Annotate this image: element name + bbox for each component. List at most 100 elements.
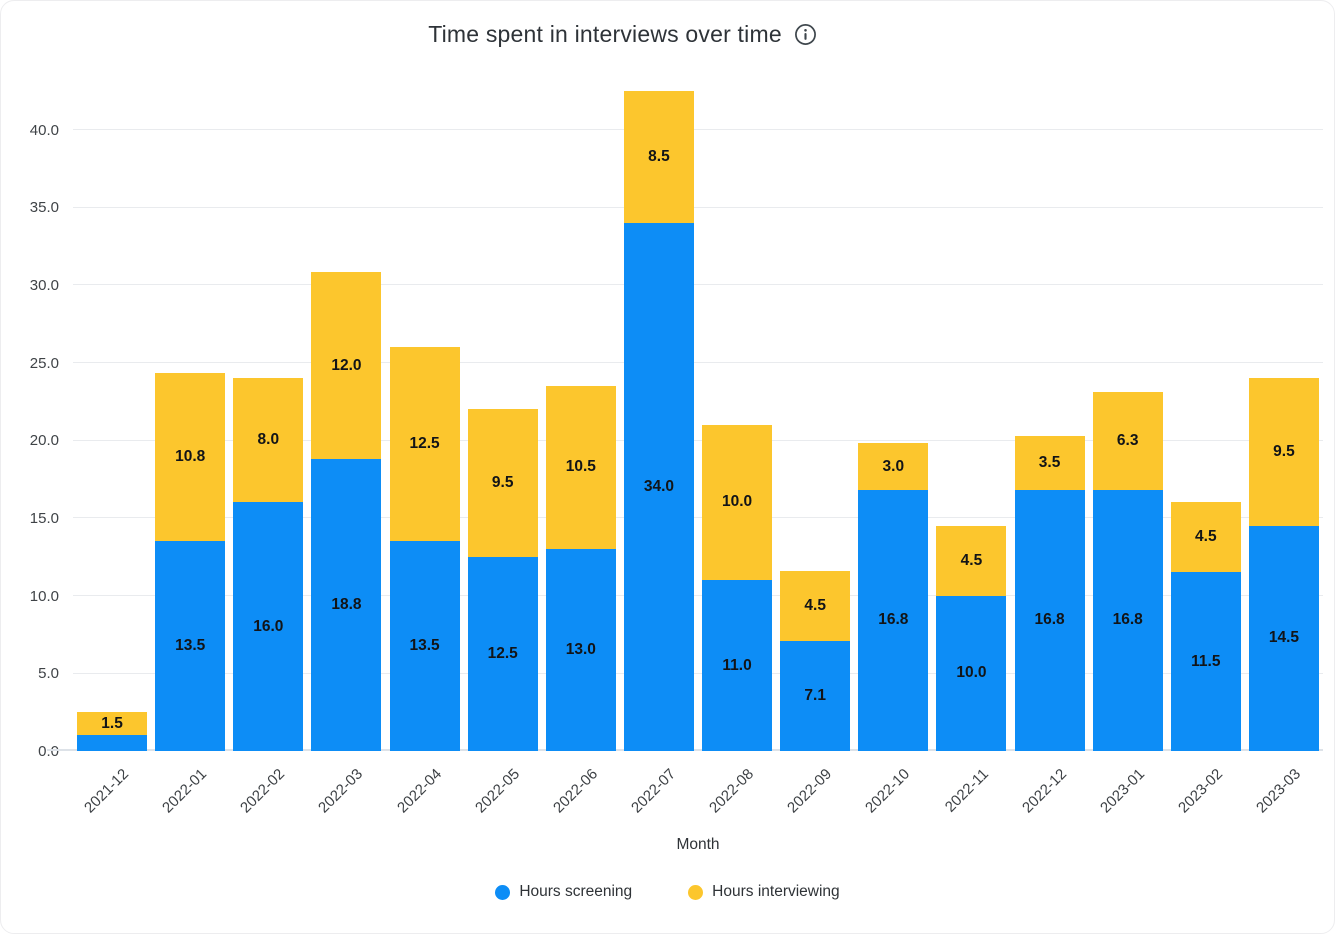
bar-segment-2021-12-hours-interviewing[interactable]: 1.5 — [77, 712, 148, 736]
bar-segment-2022-06-hours-interviewing[interactable]: 10.5 — [545, 385, 616, 550]
bar-value-label: 8.5 — [648, 147, 670, 165]
bar-value-label: 11.5 — [1191, 652, 1221, 670]
bar-value-label: 9.5 — [1273, 442, 1295, 460]
bar-segment-2022-05-hours-interviewing[interactable]: 9.5 — [467, 409, 538, 557]
bar-segment-2023-03-hours-screening[interactable]: 14.5 — [1248, 525, 1319, 751]
legend-item-screening[interactable]: Hours screening — [495, 883, 632, 901]
x-tick-label-2022-10: 2022-10 — [862, 765, 914, 817]
y-tick-label: 15.0 — [29, 509, 59, 527]
bar-segment-2022-11-hours-interviewing[interactable]: 4.5 — [936, 525, 1007, 596]
bar-segment-2022-11-hours-screening[interactable]: 10.0 — [936, 595, 1007, 751]
stacked-bar-2023-03: 14.5 9.5 — [1248, 378, 1319, 751]
x-tick-label-2022-06: 2022-06 — [549, 765, 601, 817]
bar-segment-2022-05-hours-screening[interactable]: 12.5 — [467, 556, 538, 751]
bar-slot-2022-05: 12.5 9.5 — [464, 409, 542, 751]
bar-segment-2023-02-hours-screening[interactable]: 11.5 — [1170, 572, 1241, 751]
bar-value-label: 13.0 — [565, 641, 596, 658]
bar-segment-2022-02-hours-interviewing[interactable]: 8.0 — [233, 378, 304, 503]
bar-value-label: 16.8 — [1112, 611, 1143, 629]
x-tick-label-2022-07: 2022-07 — [627, 765, 679, 817]
legend-item-interviewing[interactable]: Hours interviewing — [688, 883, 840, 901]
bar-slot-2022-04: 13.5 12.5 — [386, 347, 464, 751]
bar-slot-2022-03: 18.8 12.0 — [307, 272, 385, 751]
bar-segment-2022-10-hours-interviewing[interactable]: 3.0 — [858, 443, 929, 490]
bar-segment-2022-03-hours-interviewing[interactable]: 12.0 — [311, 272, 382, 459]
stacked-bar-2022-05: 12.5 9.5 — [467, 409, 538, 751]
info-circle-icon[interactable] — [794, 23, 817, 46]
bar-value-label: 16.8 — [878, 611, 909, 629]
stacked-bar-2023-02: 11.5 4.5 — [1170, 502, 1241, 751]
bar-value-label: 4.5 — [1195, 528, 1217, 546]
x-tick-label-2022-08: 2022-08 — [706, 765, 758, 817]
stacked-bar-2022-12: 16.8 3.5 — [1014, 435, 1085, 751]
bar-segment-2022-08-hours-interviewing[interactable]: 10.0 — [702, 424, 773, 581]
bar-value-label: 34.0 — [643, 477, 675, 495]
bar-segment-2022-04-hours-interviewing[interactable]: 12.5 — [389, 347, 460, 542]
bar-segment-2022-12-hours-screening[interactable]: 16.8 — [1014, 489, 1085, 751]
bar-segment-2022-03-hours-screening[interactable]: 18.8 — [311, 458, 382, 751]
bar-segment-2022-10-hours-screening[interactable]: 16.8 — [858, 489, 929, 751]
y-tick-label: 5.0 — [38, 665, 59, 683]
bar-segment-2023-01-hours-screening[interactable]: 16.8 — [1092, 489, 1163, 751]
bar-segment-2022-12-hours-interviewing[interactable]: 3.5 — [1014, 435, 1085, 490]
gridline — [73, 284, 1323, 286]
bar-value-label: 10.5 — [565, 458, 596, 476]
stacked-bar-2022-09: 7.1 4.5 — [780, 570, 851, 751]
plot-area: 1.5 13.5 10.8 16.0 8.0 18.8 12.0 13.5 12.5 12.5 9.… — [47, 86, 1323, 751]
bar-segment-2022-08-hours-screening[interactable]: 11.0 — [702, 580, 773, 751]
gridline — [73, 595, 1323, 597]
x-tick-label-2022-01: 2022-01 — [159, 765, 211, 817]
y-tick-label: 0.0 — [38, 743, 59, 760]
bar-segment-2022-09-hours-screening[interactable]: 7.1 — [780, 640, 851, 751]
bar-slot-2022-06: 13.0 10.5 — [542, 385, 620, 751]
bar-segment-2022-01-hours-screening[interactable]: 13.5 — [155, 541, 226, 751]
stacked-bar-2022-10: 16.8 3.0 — [858, 443, 929, 751]
bar-segment-2022-07-hours-screening[interactable]: 34.0 — [623, 222, 694, 751]
stacked-bar-2021-12: 1.5 — [77, 712, 148, 751]
gridline — [73, 672, 1323, 674]
bar-slot-2022-09: 7.1 4.5 — [776, 570, 854, 751]
bar-segment-2022-02-hours-screening[interactable]: 16.0 — [233, 502, 304, 751]
bar-segment-2022-09-hours-interviewing[interactable]: 4.5 — [780, 570, 851, 641]
bar-slot-2022-10: 16.8 3.0 — [854, 443, 932, 751]
x-tick-label-2022-11: 2022-11 — [941, 765, 992, 816]
x-axis-title: Month — [676, 836, 720, 853]
interviewing-legend-dot-icon — [688, 884, 704, 900]
bar-slot-2023-03: 14.5 9.5 — [1245, 378, 1323, 751]
bar-value-label: 4.5 — [804, 596, 826, 614]
bar-segment-2022-01-hours-interviewing[interactable]: 10.8 — [155, 373, 226, 542]
bar-value-label: 13.5 — [175, 637, 206, 655]
gridline — [73, 206, 1323, 208]
bar-value-label: 16.8 — [1034, 611, 1065, 629]
x-tick-label-2023-02: 2023-02 — [1174, 765, 1226, 817]
bar-value-label: 6.3 — [1116, 432, 1139, 450]
bar-value-label: 10.0 — [956, 664, 987, 682]
bar-slot-2022-12: 16.8 3.5 — [1011, 435, 1089, 751]
bar-slot-2022-02: 16.0 8.0 — [229, 378, 307, 751]
bar-value-label: 16.0 — [253, 617, 284, 635]
bar-segment-2023-03-hours-interviewing[interactable]: 9.5 — [1248, 378, 1319, 526]
bar-value-label: 4.5 — [960, 551, 983, 569]
x-tick-label-2022-05: 2022-05 — [471, 765, 523, 817]
stacked-bar-2022-11: 10.0 4.5 — [936, 525, 1007, 751]
bar-value-label: 8.0 — [257, 431, 280, 449]
bar-segment-2023-01-hours-interviewing[interactable]: 6.3 — [1092, 392, 1163, 490]
stacked-bar-2022-03: 18.8 12.0 — [311, 272, 382, 751]
title-group: Time spent in interviews over time — [428, 21, 817, 48]
bar-segment-2021-12-hours-screening[interactable] — [77, 735, 148, 751]
bar-value-label: 13.5 — [409, 637, 440, 655]
bar-segment-2023-02-hours-interviewing[interactable]: 4.5 — [1170, 502, 1241, 573]
bar-segment-2022-06-hours-screening[interactable]: 13.0 — [545, 549, 616, 751]
stacked-bar-2022-08: 11.0 10.0 — [702, 424, 773, 751]
x-tick-label-2022-12: 2022-12 — [1018, 765, 1070, 817]
bar-segment-2022-07-hours-interviewing[interactable]: 8.5 — [623, 90, 694, 223]
legend-label-interviewing: Hours interviewing — [712, 883, 840, 900]
bar-value-label: 3.0 — [882, 457, 905, 475]
x-tick-label-2022-02: 2022-02 — [237, 765, 289, 817]
bar-segment-2022-04-hours-screening[interactable]: 13.5 — [389, 541, 460, 751]
bar-value-label: 11.0 — [722, 656, 752, 674]
bar-slot-2022-01: 13.5 10.8 — [151, 373, 229, 751]
x-tick-label-2022-04: 2022-04 — [393, 765, 445, 817]
bar-value-label: 10.0 — [721, 493, 753, 511]
